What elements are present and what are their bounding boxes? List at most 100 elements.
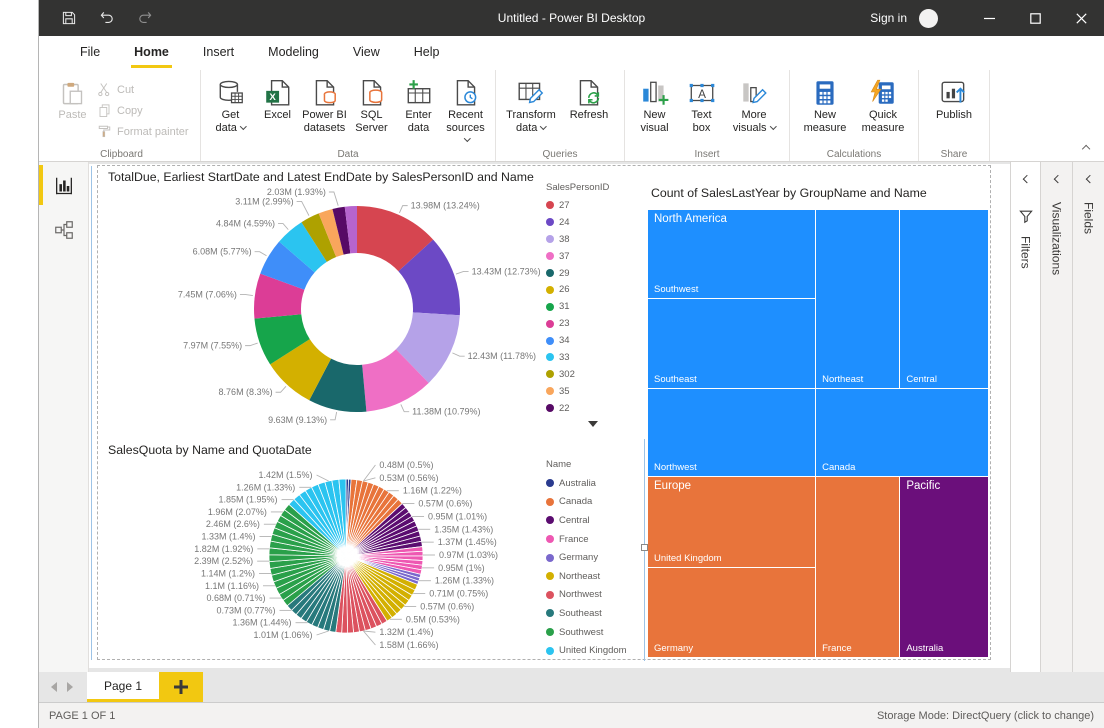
new-visual-button[interactable]: Newvisual xyxy=(631,75,678,134)
treemap-cell-southeast[interactable]: Southeast xyxy=(648,299,815,388)
callout-line xyxy=(240,294,253,295)
legend-item-27[interactable]: 27 xyxy=(546,197,609,214)
menu-tab-file[interactable]: File xyxy=(63,36,117,70)
legend-item-38[interactable]: 38 xyxy=(546,231,609,248)
recent-sources-button[interactable]: Recentsources xyxy=(442,75,489,147)
legend-item-35[interactable]: 35 xyxy=(546,383,609,400)
panel-filters[interactable]: Filters xyxy=(1010,162,1040,672)
treemap-cell-united-kingdom[interactable]: EuropeUnited Kingdom xyxy=(648,477,815,566)
ribbon-group-label: Queries xyxy=(496,149,624,160)
legend-item-34[interactable]: 34 xyxy=(546,332,609,349)
legend-item-302[interactable]: 302 xyxy=(546,366,609,383)
menu-tab-modeling[interactable]: Modeling xyxy=(251,36,336,70)
legend-scroll-down-icon[interactable] xyxy=(588,421,598,427)
data-label: 0.5M (0.53%) xyxy=(406,614,460,624)
menu-tab-help[interactable]: Help xyxy=(397,36,457,70)
treemap-cell-southwest[interactable]: North AmericaSouthwest xyxy=(648,210,815,298)
publish-button[interactable]: Publish xyxy=(925,75,983,134)
legend-item-37[interactable]: 37 xyxy=(546,248,609,265)
data-label: 1.96M (2.07%) xyxy=(208,507,267,517)
panel-visualizations[interactable]: Visualizations xyxy=(1040,162,1072,672)
sidebar-item-model-view[interactable] xyxy=(39,210,88,250)
minimize-button[interactable] xyxy=(966,0,1012,36)
menu-tab-view[interactable]: View xyxy=(336,36,397,70)
treemap-cell-germany[interactable]: Germany xyxy=(648,568,815,657)
save-icon[interactable] xyxy=(61,10,77,26)
legend-item-northwest[interactable]: Northwest xyxy=(546,586,627,605)
sign-in-button[interactable]: Sign in xyxy=(858,11,919,25)
legend-item-23[interactable]: 23 xyxy=(546,315,609,332)
legend-item-southwest[interactable]: Southwest xyxy=(546,623,627,642)
legend-item-22[interactable]: 22 xyxy=(546,400,609,417)
treemap-cell-australia[interactable]: PacificAustralia xyxy=(900,477,988,657)
treemap-cell-canada[interactable]: Canada xyxy=(816,389,988,476)
data-label: 1.42M (1.5%) xyxy=(259,470,313,480)
calc-icon xyxy=(810,77,840,109)
avatar[interactable] xyxy=(919,9,938,28)
legend-item-united-kingdom[interactable]: United Kingdom xyxy=(546,641,627,660)
undo-icon[interactable] xyxy=(99,10,115,26)
legend-item-24[interactable]: 24 xyxy=(546,214,609,231)
treemap-cell-northeast[interactable]: Northeast xyxy=(816,210,899,388)
ribbon-group-label: Data xyxy=(201,149,495,160)
donut-chart-visual[interactable]: TotalDue, Earliest StartDate and Latest … xyxy=(98,166,644,439)
maximize-button[interactable] xyxy=(1012,0,1058,36)
new-measure-button[interactable]: Newmeasure xyxy=(796,75,854,134)
legend-item-france[interactable]: France xyxy=(546,530,627,549)
legend-item-29[interactable]: 29 xyxy=(546,265,609,282)
sql-server-button[interactable]: SQLServer xyxy=(348,75,395,147)
legend-item-southeast[interactable]: Southeast xyxy=(546,604,627,623)
report-canvas[interactable]: TotalDue, Earliest StartDate and Latest … xyxy=(89,162,1010,672)
sidebar-item-report-view[interactable] xyxy=(39,166,88,206)
add-page-button[interactable] xyxy=(159,672,203,702)
data-label: 1.85M (1.95%) xyxy=(219,495,278,505)
legend-item-germany[interactable]: Germany xyxy=(546,548,627,567)
treemap-visual[interactable]: Count of SalesLastYear by GroupName and … xyxy=(646,166,990,659)
legend-item-central[interactable]: Central xyxy=(546,511,627,530)
treemap-cell-central[interactable]: Central xyxy=(900,210,988,388)
enter-data-button[interactable]: Enterdata xyxy=(395,75,442,147)
expand-panel-icon[interactable] xyxy=(1085,176,1093,184)
menu-tab-home[interactable]: Home xyxy=(117,36,186,70)
ribbon: PasteCutCopyFormat painter Clipboard Get… xyxy=(39,70,1104,162)
legend-item-26[interactable]: 26 xyxy=(546,281,609,298)
quick-measure-button[interactable]: Quickmeasure xyxy=(854,75,912,134)
legend-item-canada[interactable]: Canada xyxy=(546,493,627,512)
text-box-button[interactable]: ATextbox xyxy=(678,75,725,134)
collapse-ribbon-icon[interactable] xyxy=(1080,141,1094,155)
legend-item-33[interactable]: 33 xyxy=(546,349,609,366)
paste-button[interactable]: Paste xyxy=(49,75,96,142)
expand-panel-icon[interactable] xyxy=(1053,176,1061,184)
panel-fields[interactable]: Fields xyxy=(1072,162,1104,672)
more-visuals-button[interactable]: Morevisuals xyxy=(725,75,783,134)
legend-item-31[interactable]: 31 xyxy=(546,298,609,315)
prev-page-icon[interactable] xyxy=(51,682,57,692)
legend-item-northeast[interactable]: Northeast xyxy=(546,567,627,586)
data-label: 2.46M (2.6%) xyxy=(206,519,260,529)
treemap-chart[interactable]: North AmericaSouthwestSoutheastNorthwest… xyxy=(648,210,989,658)
cut-button[interactable]: Cut xyxy=(96,79,189,100)
next-page-icon[interactable] xyxy=(67,682,73,692)
dropdown-chevron-icon xyxy=(540,123,546,129)
refresh-button[interactable]: Refresh xyxy=(560,75,618,134)
treemap-cell-northwest[interactable]: Northwest xyxy=(648,389,815,476)
treemap-cell-france[interactable]: France xyxy=(816,477,899,657)
ribbon-group-calculations: NewmeasureQuickmeasureCalculations xyxy=(790,70,919,161)
format-painter-button[interactable]: Format painter xyxy=(96,121,189,142)
transform-data-button[interactable]: Transformdata xyxy=(502,75,560,134)
copy-button[interactable]: Copy xyxy=(96,100,189,121)
legend-item-australia[interactable]: Australia xyxy=(546,474,627,493)
redo-icon[interactable] xyxy=(137,10,153,26)
expand-panel-icon[interactable] xyxy=(1022,176,1030,184)
treemap-cell-label: Germany xyxy=(654,643,693,654)
callout-line xyxy=(276,386,286,392)
menu-tab-insert[interactable]: Insert xyxy=(186,36,251,70)
report-page[interactable]: TotalDue, Earliest StartDate and Latest … xyxy=(89,164,1010,668)
power-bi-datasets-button[interactable]: Power BIdatasets xyxy=(301,75,348,147)
storage-mode-status[interactable]: Storage Mode: DirectQuery (click to chan… xyxy=(877,710,1094,722)
excel-button[interactable]: XExcel xyxy=(254,75,301,147)
close-button[interactable] xyxy=(1058,0,1104,36)
pie-chart-visual[interactable]: SalesQuota by Name and QuotaDate 0.48M (… xyxy=(98,439,644,661)
get-data-button[interactable]: Getdata xyxy=(207,75,254,147)
page-tab[interactable]: Page 1 xyxy=(87,672,159,702)
